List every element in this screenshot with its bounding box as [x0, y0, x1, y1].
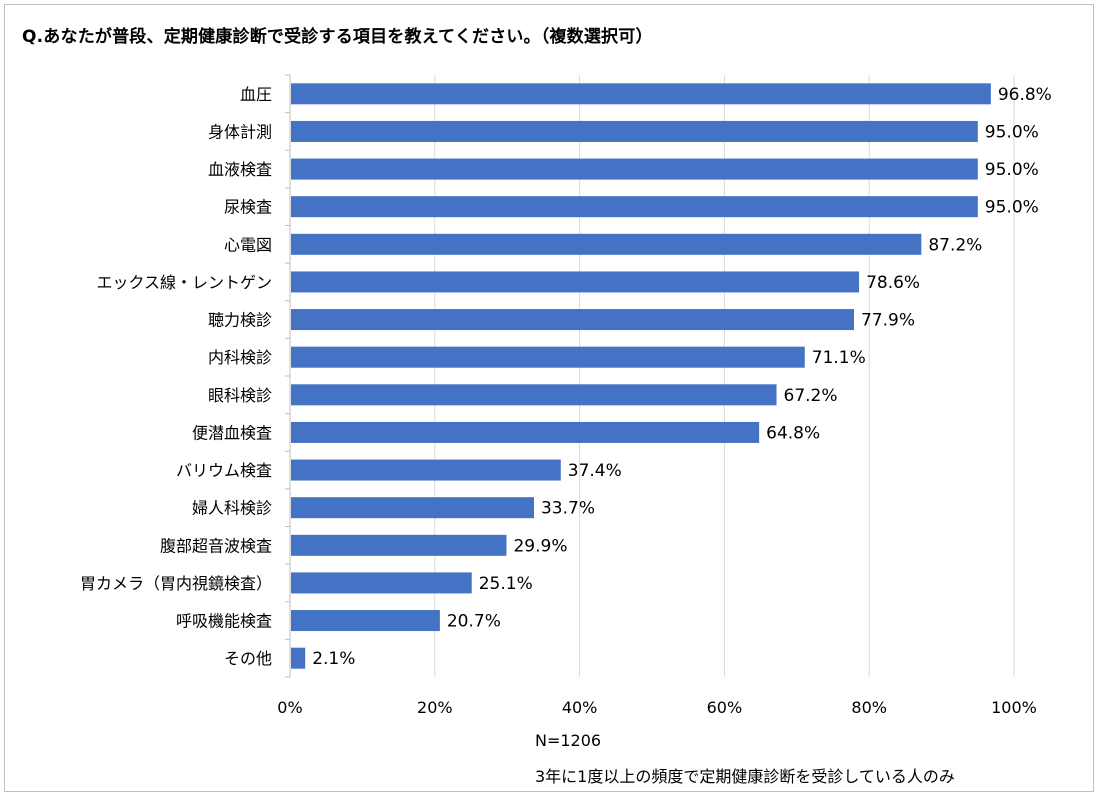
data-label: 67.2%	[784, 386, 838, 406]
category-label: 婦人科検診	[192, 499, 272, 518]
data-label: 95.0%	[985, 122, 1039, 142]
data-label: 20.7%	[447, 612, 501, 632]
chart-title: Q.あなたが普段、定期健康診断で受診する項目を教えてください。（複数選択可）	[22, 27, 653, 47]
bar	[291, 534, 507, 556]
category-label: 眼科検診	[208, 386, 272, 405]
x-tick-label: 60%	[707, 698, 743, 717]
x-tick-label: 100%	[991, 698, 1037, 717]
x-tick-label: 20%	[417, 698, 453, 717]
bar	[291, 421, 760, 443]
bar	[291, 572, 472, 594]
data-label: 2.1%	[312, 649, 355, 669]
bar	[291, 610, 440, 632]
bar	[291, 309, 854, 331]
x-tick-label: 40%	[562, 698, 598, 717]
condition-note: 3年に1度以上の頻度で定期健康診断を受診している人のみ	[535, 767, 955, 786]
category-label: 身体計測	[208, 122, 272, 141]
data-label: 64.8%	[766, 423, 820, 443]
bar	[291, 647, 306, 669]
bar	[291, 120, 978, 142]
data-label: 29.9%	[513, 536, 567, 556]
category-label: その他	[224, 649, 272, 668]
bar	[291, 497, 534, 519]
category-label: 尿検査	[224, 198, 272, 217]
data-label: 95.0%	[985, 160, 1039, 180]
data-label: 95.0%	[985, 198, 1039, 218]
category-label: 呼吸機能検査	[176, 612, 272, 631]
data-label: 78.6%	[866, 273, 920, 293]
category-label: 胃カメラ（胃内視鏡検査）	[80, 574, 272, 593]
category-label: 聴力検診	[208, 311, 272, 330]
category-label: 心電図	[224, 235, 272, 254]
data-label: 71.1%	[812, 348, 866, 368]
category-label: 血圧	[240, 85, 272, 104]
category-label: 腹部超音波検査	[160, 536, 272, 555]
category-label: 血液検査	[208, 160, 272, 179]
bar	[291, 384, 777, 406]
bar	[291, 196, 978, 218]
data-label: 33.7%	[541, 499, 595, 519]
bar	[291, 83, 991, 105]
bar	[291, 233, 922, 255]
data-label: 87.2%	[928, 235, 982, 255]
data-label: 96.8%	[998, 85, 1052, 105]
data-label: 77.9%	[861, 311, 915, 331]
bar	[291, 271, 860, 293]
chart-frame	[4, 4, 1094, 792]
category-label: 内科検診	[208, 348, 272, 367]
bar	[291, 158, 978, 180]
data-label: 25.1%	[479, 574, 533, 594]
sample-size-note: N=1206	[535, 731, 602, 750]
category-label: バリウム検査	[176, 461, 272, 480]
x-tick-label: 80%	[851, 698, 887, 717]
x-tick-label: 0%	[277, 698, 302, 717]
bar	[291, 459, 561, 481]
data-label: 37.4%	[568, 461, 622, 481]
category-label: エックス線・レントゲン	[96, 273, 272, 292]
bar	[291, 346, 805, 368]
category-label: 便潜血検査	[192, 423, 272, 442]
